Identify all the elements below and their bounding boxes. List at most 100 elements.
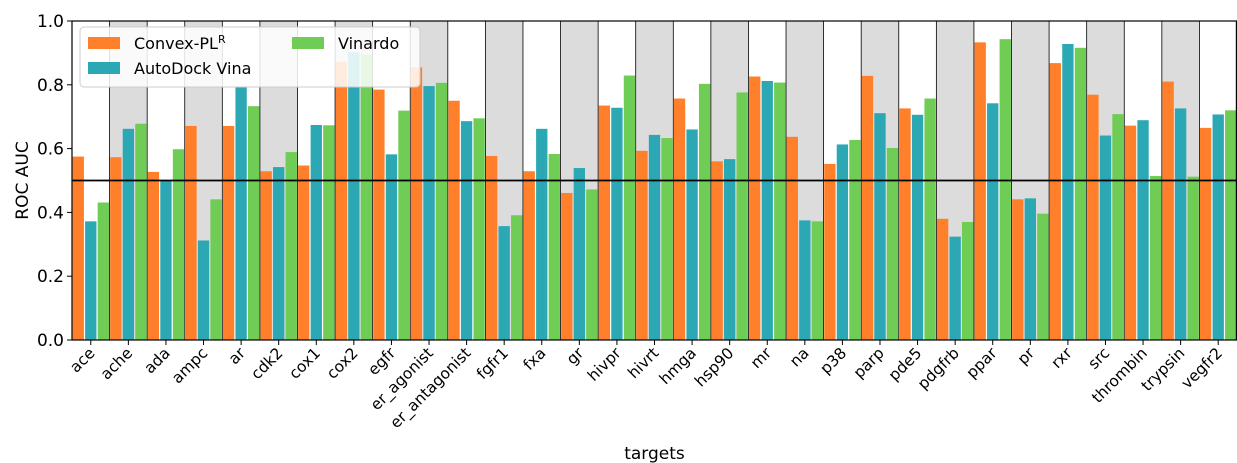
bar-vinardo-mr bbox=[774, 82, 786, 340]
bar-autodock-vina-pde5 bbox=[911, 114, 924, 340]
bar-convex-pl-src bbox=[1087, 94, 1099, 341]
bar-convex-pl-cox1 bbox=[298, 165, 310, 340]
bar-vinardo-hivpr bbox=[623, 75, 636, 340]
bar-autodock-vina-ache bbox=[122, 128, 135, 340]
legend-label: Vinardo bbox=[338, 34, 399, 53]
bar-convex-pl-fgfr1 bbox=[485, 155, 498, 340]
bar-convex-pl-hmga bbox=[673, 98, 686, 340]
legend-swatch bbox=[88, 62, 120, 74]
bar-autodock-vina-ada bbox=[160, 180, 172, 340]
bar-vinardo-ada bbox=[172, 149, 185, 340]
bar-vinardo-gr bbox=[586, 189, 598, 340]
bar-autodock-vina-fxa bbox=[536, 128, 548, 340]
legend-swatch bbox=[292, 37, 324, 49]
bar-autodock-vina-rxr bbox=[1062, 43, 1074, 341]
bar-autodock-vina-thrombin bbox=[1137, 120, 1149, 340]
x-tick-label-rxr: rxr bbox=[1048, 344, 1076, 372]
x-tick-label-fxa: fxa bbox=[520, 344, 550, 374]
x-tick-label-hsp90: hsp90 bbox=[691, 344, 737, 390]
bar-autodock-vina-na bbox=[799, 220, 811, 340]
bar-autodock-vina-gr bbox=[573, 168, 586, 340]
bar-vinardo-pde5 bbox=[924, 98, 936, 340]
x-tick-label-cox1: cox1 bbox=[286, 344, 325, 383]
bar-vinardo-cox1 bbox=[323, 125, 335, 340]
bar-autodock-vina-src bbox=[1099, 135, 1112, 340]
bar-autodock-vina-pr bbox=[1024, 198, 1036, 340]
y-tick-label: 0.4 bbox=[37, 203, 64, 223]
bar-vinardo-ache bbox=[135, 123, 147, 340]
bar-vinardo-hsp90 bbox=[736, 92, 748, 341]
bar-vinardo-cdk2 bbox=[285, 152, 297, 340]
bar-convex-pl-ppar bbox=[974, 42, 986, 341]
x-axis-label: targets bbox=[624, 444, 685, 463]
bar-autodock-vina-er_agonist bbox=[423, 86, 435, 341]
y-tick-label: 0.6 bbox=[37, 140, 64, 160]
bar-convex-pl-cox2 bbox=[335, 61, 347, 340]
x-tick-label-pr: pr bbox=[1014, 344, 1039, 369]
bar-vinardo-vegfr2 bbox=[1225, 110, 1237, 340]
bar-autodock-vina-hsp90 bbox=[723, 159, 736, 340]
bar-autodock-vina-cox2 bbox=[348, 52, 360, 341]
bar-autodock-vina-fgfr1 bbox=[498, 226, 510, 340]
bar-autodock-vina-parp bbox=[874, 113, 886, 340]
x-tick-label-pdgfrb: pdgfrb bbox=[914, 344, 963, 393]
bar-convex-pl-vegfr2 bbox=[1200, 127, 1212, 341]
bar-vinardo-rxr bbox=[1074, 47, 1087, 341]
y-tick-label: 1.0 bbox=[37, 12, 64, 32]
x-tick-label-ache: ache bbox=[97, 344, 136, 383]
bar-convex-pl-thrombin bbox=[1124, 125, 1137, 341]
bar-convex-pl-egfr bbox=[373, 89, 385, 341]
bar-vinardo-trypsin bbox=[1187, 176, 1199, 340]
bar-autodock-vina-vegfr2 bbox=[1212, 114, 1224, 340]
bar-convex-pl-fxa bbox=[523, 171, 535, 340]
bars bbox=[72, 39, 1237, 341]
bar-autodock-vina-trypsin bbox=[1174, 108, 1187, 340]
bar-convex-pl-ar bbox=[222, 125, 235, 341]
x-tick-label-vegfr2: vegfr2 bbox=[1178, 344, 1226, 392]
bar-vinardo-parp bbox=[886, 147, 899, 340]
bar-convex-pl-pde5 bbox=[899, 108, 911, 340]
bar-autodock-vina-hmga bbox=[686, 129, 698, 340]
bar-autodock-vina-er_antagonist bbox=[460, 121, 473, 340]
bar-autodock-vina-hivrt bbox=[648, 134, 661, 340]
legend: Convex-PLR AutoDock Vina Vinardo bbox=[79, 26, 421, 88]
y-axis: 0.0 0.2 0.4 0.6 0.8 1.0 bbox=[37, 12, 72, 351]
bar-convex-pl-pdgfrb bbox=[936, 218, 949, 340]
y-tick-label: 0.0 bbox=[37, 331, 64, 351]
bar-vinardo-er_antagonist bbox=[473, 118, 485, 340]
x-tick-label-p38: p38 bbox=[817, 344, 851, 378]
bar-vinardo-p38 bbox=[849, 139, 861, 340]
bar-convex-pl-parp bbox=[861, 75, 874, 341]
x-tick-label-hivpr: hivpr bbox=[584, 344, 625, 385]
bar-autodock-vina-cdk2 bbox=[273, 167, 285, 340]
x-tick-label-src: src bbox=[1085, 344, 1114, 373]
bar-vinardo-cox2 bbox=[360, 54, 373, 341]
bar-autodock-vina-pdgfrb bbox=[949, 236, 961, 340]
bar-convex-pl-pr bbox=[1012, 199, 1024, 340]
bar-vinardo-pdgfrb bbox=[962, 221, 974, 340]
x-tick-label-cdk2: cdk2 bbox=[247, 344, 286, 383]
bar-vinardo-hmga bbox=[698, 83, 711, 340]
bar-vinardo-egfr bbox=[398, 110, 410, 340]
legend-box bbox=[79, 26, 421, 88]
bar-autodock-vina-cox1 bbox=[310, 124, 322, 340]
x-tick-label-fgfr1: fgfr1 bbox=[473, 344, 512, 383]
bar-autodock-vina-hivpr bbox=[611, 107, 623, 340]
bar-autodock-vina-ar bbox=[235, 87, 247, 341]
bar-vinardo-ace bbox=[97, 202, 109, 340]
y-axis-label: ROC AUC bbox=[13, 141, 33, 219]
bar-vinardo-fxa bbox=[548, 154, 560, 340]
bar-convex-pl-rxr bbox=[1049, 63, 1062, 340]
bar-convex-pl-trypsin bbox=[1162, 81, 1174, 341]
bar-vinardo-er_agonist bbox=[435, 82, 448, 341]
bar-convex-pl-er_antagonist bbox=[448, 100, 460, 340]
bar-convex-pl-gr bbox=[561, 192, 573, 340]
bar-convex-pl-hivrt bbox=[636, 150, 648, 340]
bar-convex-pl-ache bbox=[110, 157, 122, 340]
legend-label: Convex-PLR bbox=[134, 33, 226, 54]
x-tick-label-ppar: ppar bbox=[963, 344, 1001, 382]
y-tick-label: 0.2 bbox=[37, 267, 64, 287]
x-tick-label-mr: mr bbox=[747, 344, 775, 372]
